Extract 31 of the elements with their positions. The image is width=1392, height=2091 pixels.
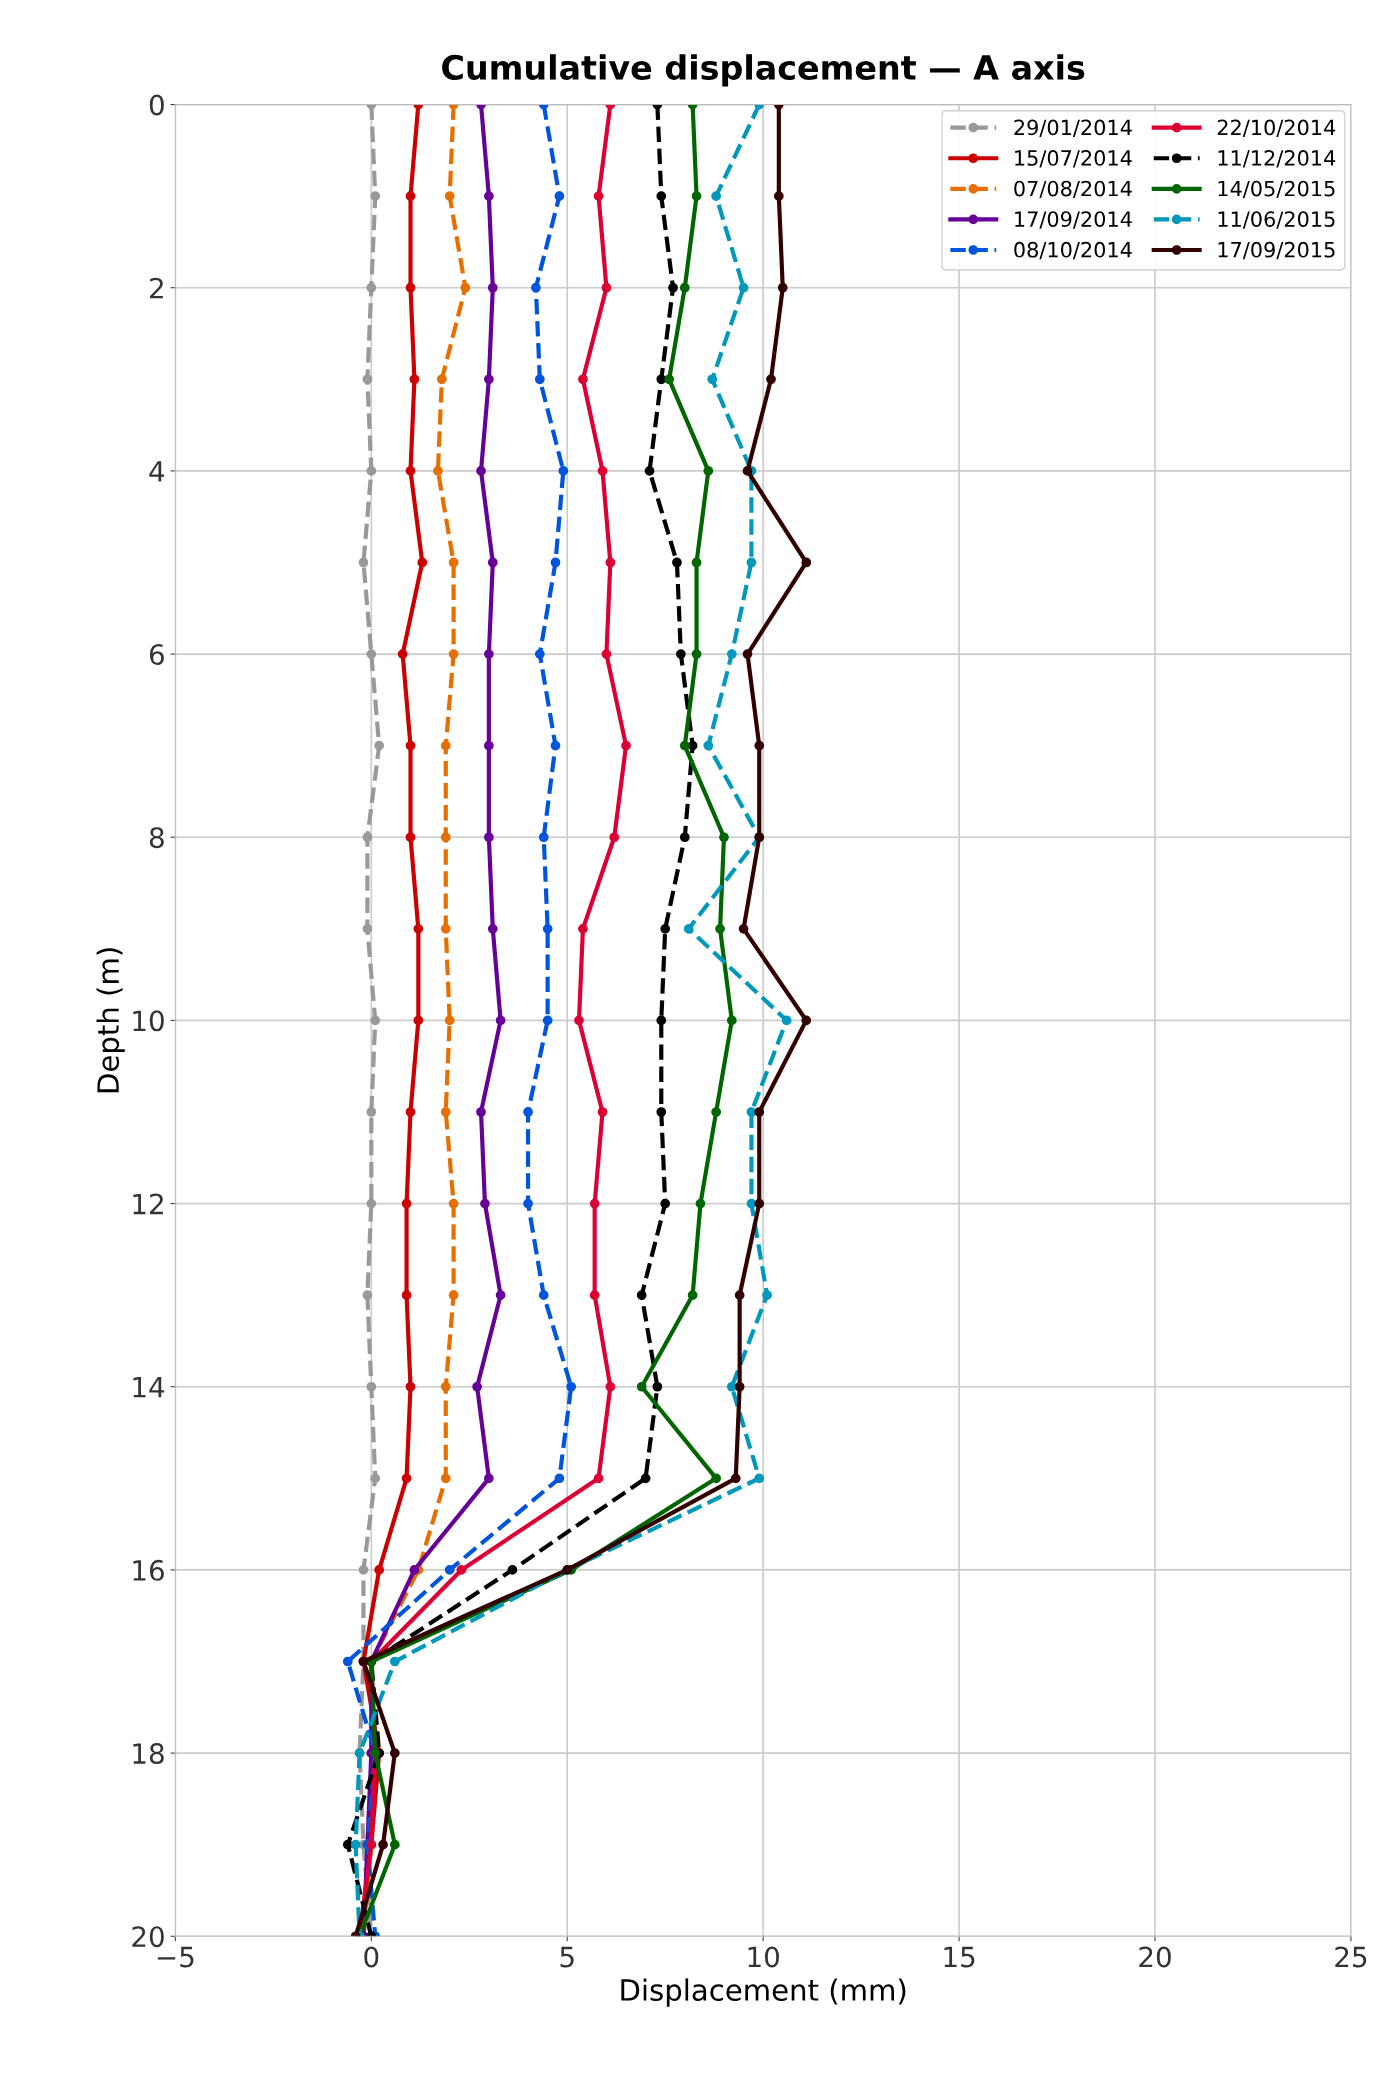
- x-axis-title: Displacement (mm): [621, 1978, 906, 2007]
- legend-label: 17/09/2014: [1015, 211, 1132, 229]
- legend-label: 29/01/2014: [1014, 119, 1132, 137]
- x-tick-label: −5: [157, 1946, 194, 1968]
- x-tick-label: 25: [1335, 1946, 1367, 1968]
- y-tick-label: 8: [149, 827, 164, 849]
- y-tick-label: 14: [133, 1377, 165, 1398]
- y-tick-label: 10: [133, 1010, 164, 1032]
- x-tick-label: 10: [748, 1946, 779, 1968]
- legend-label: 07/08/2014: [1014, 180, 1132, 199]
- y-tick-label: 6: [149, 644, 164, 666]
- legend-label: 22/10/2014: [1217, 119, 1336, 137]
- y-tick-label: 18: [133, 1743, 164, 1765]
- legend-label: 17/09/2015: [1218, 241, 1335, 260]
- y-axis-title: Depth (m): [96, 948, 125, 1093]
- y-tick-label: 16: [133, 1559, 164, 1581]
- y-tick-label: 0: [149, 94, 164, 116]
- legend-label: 08/10/2014: [1014, 241, 1132, 260]
- legend-label: 15/07/2014: [1015, 150, 1132, 168]
- legend-label: 14/05/2015: [1218, 180, 1335, 199]
- y-tick-label: 4: [149, 461, 165, 482]
- x-tick-label: 5: [560, 1946, 574, 1968]
- y-tick-label: 12: [133, 1193, 163, 1215]
- legend-label: 11/12/2014: [1218, 150, 1336, 168]
- chart-title: Cumulative displacement — A axis: [442, 54, 1085, 87]
- y-tick-label: 20: [132, 1926, 164, 1948]
- y-tick-label: 2: [150, 277, 163, 299]
- x-tick-label: 0: [364, 1946, 379, 1968]
- x-tick-label: 20: [1139, 1946, 1171, 1968]
- x-tick-label: 15: [944, 1946, 975, 1968]
- legend-label: 11/06/2015: [1218, 211, 1335, 229]
